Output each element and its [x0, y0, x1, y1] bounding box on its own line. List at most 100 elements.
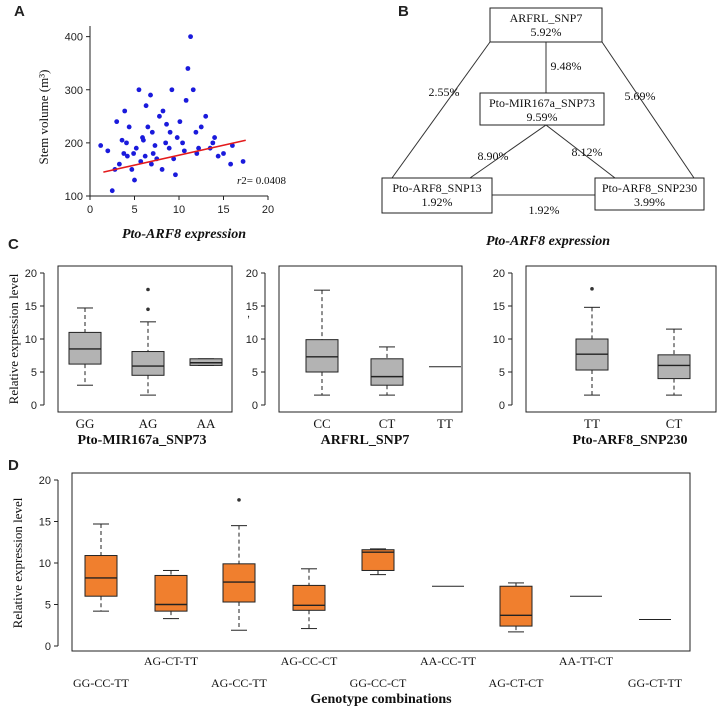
edge-mid-right [545, 124, 616, 179]
y-axis-title: Relative expression level [10, 497, 25, 628]
x-tick-label: 0 [87, 204, 93, 216]
scatter-point [167, 129, 173, 135]
scatter-point [136, 87, 142, 93]
node-name-top: ARFRL_SNP7 [510, 11, 583, 25]
x-tick-label: 10 [173, 204, 185, 216]
y-tick-label: 100 [65, 191, 83, 203]
plot-frame [71, 472, 691, 652]
scatter-point [183, 97, 189, 103]
scatter-point [174, 135, 180, 140]
y-tick-label: 20 [39, 475, 51, 487]
panel-label-d: D [8, 457, 19, 474]
network-caption: Pto-ARF8 expression [486, 234, 610, 249]
scatter-point [171, 156, 177, 162]
scatter-point [119, 137, 125, 143]
y-tick-label: 5 [45, 600, 51, 612]
scatter-point [160, 108, 166, 114]
scatter-point [166, 145, 172, 151]
outlier-point [146, 287, 150, 292]
plot-frame [57, 265, 233, 413]
scatter-point [133, 145, 139, 151]
scatter-point [210, 140, 216, 146]
scatter-point [129, 167, 135, 172]
box-AG-CC-TT [222, 563, 256, 603]
scatter-point [173, 172, 178, 178]
node-box-right [594, 177, 705, 211]
scatter-point [240, 159, 246, 164]
x-axis-title: Pto-ARF8 expression [122, 227, 246, 242]
y-tick-label: 5 [31, 367, 37, 379]
scatter-point [114, 119, 120, 125]
node-box-left [381, 177, 493, 214]
scatter-point [150, 151, 156, 156]
scatter-point [228, 161, 234, 167]
plot-frame [525, 265, 717, 413]
scatter-point [198, 124, 204, 130]
y-tick-label: 20 [246, 268, 258, 280]
stray-mark: , [247, 308, 250, 320]
scatter-point [126, 124, 132, 130]
scatter-point [196, 145, 201, 151]
category-label: CC [313, 416, 330, 431]
annotation-value: 2= 0.0408 [241, 175, 286, 187]
box-GG-CC-TT [84, 555, 118, 597]
scatter-point [188, 34, 193, 40]
node-name-left: Pto-ARF8_SNP13 [392, 181, 481, 195]
box-CT [370, 358, 404, 386]
scatter-point [131, 151, 137, 156]
y-tick-label: 10 [246, 334, 258, 346]
y-tick-label: 20 [493, 268, 505, 280]
edge-label-mid-left: 8.90% [478, 149, 509, 163]
node-name-right: Pto-ARF8_SNP230 [602, 181, 697, 195]
scatter-point [163, 140, 169, 146]
scatter-point [98, 143, 104, 148]
scatter-point [180, 140, 185, 146]
y-tick-label: 0 [31, 400, 37, 412]
y-tick-label: 0 [252, 400, 258, 412]
scatter-point [203, 113, 209, 119]
y-tick-label: 10 [39, 558, 51, 570]
scatter-point [194, 151, 200, 156]
scatter-point [190, 87, 196, 93]
y-tick-label: 0 [499, 400, 505, 412]
node-pct-right: 3.99% [634, 195, 665, 209]
category-label: GG-CC-TT [73, 676, 130, 690]
category-label: CT [666, 416, 683, 431]
regression-line [103, 139, 246, 173]
scatter-point [149, 129, 155, 135]
y-tick-label: 10 [25, 334, 37, 346]
x-axis-title: ARFRL_SNP7 [321, 433, 410, 448]
category-label: GG [76, 416, 95, 431]
y-tick-label: 300 [65, 85, 83, 97]
scatter-point [145, 124, 151, 130]
scatter-point [164, 121, 169, 127]
y-tick-label: 20 [25, 268, 37, 280]
scatter-point [149, 161, 154, 167]
scatter-point [159, 167, 165, 172]
category-label: CT [379, 416, 396, 431]
x-axis-title: Genotype combinations [310, 692, 452, 707]
category-label: AG-CT-CT [489, 676, 545, 690]
scatter-point [221, 151, 226, 156]
scatter-point [142, 153, 148, 159]
y-tick-label: 5 [252, 367, 258, 379]
x-axis-title: Pto-ARF8_SNP230 [572, 433, 687, 448]
scatter-point [148, 92, 153, 98]
edge-label-left-right: 1.92% [529, 203, 560, 217]
category-label: TT [584, 416, 600, 431]
node-pct-mid: 9.59% [527, 110, 558, 124]
boxplot-d: 0 5 10 15 20 GG-CC-TT AG-CT-TT AG-CC-TT AG-CC-CT… [10, 472, 691, 707]
box-AG [131, 351, 165, 376]
scatter-point [140, 135, 145, 140]
network-diagram-b: 2.55% 9.48% 5.69% 8.90% 8.12% 1.92% ARFRL_SNP7… [381, 7, 705, 249]
y-tick-label: 400 [65, 32, 83, 44]
y-tick-label: 10 [493, 334, 505, 346]
outlier-point [146, 307, 150, 312]
boxplot-c3: 0 5 10 15 20 TT CT Pto-ARF8_SNP230 [493, 265, 717, 448]
scatter-point [212, 135, 218, 140]
scatter-point [116, 161, 122, 167]
y-tick-label: 5 [499, 367, 505, 379]
scatter-point [109, 188, 115, 194]
category-label: GG-CC-CT [350, 676, 407, 690]
